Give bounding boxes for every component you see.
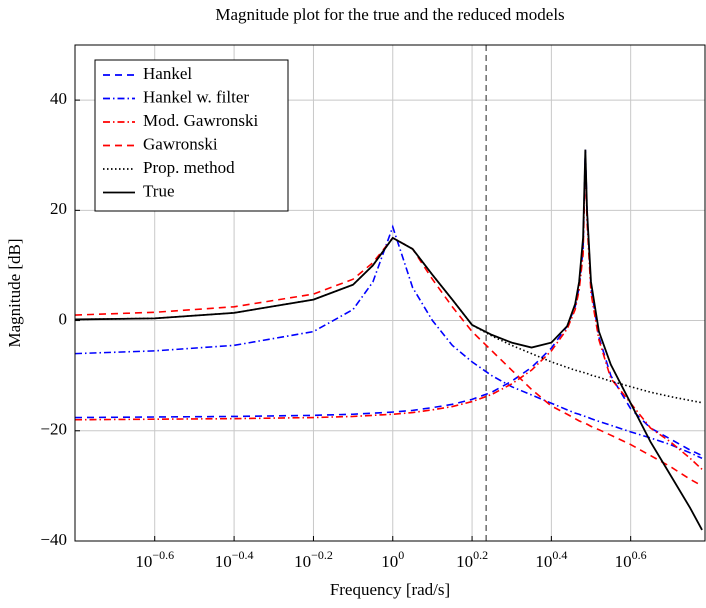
series-line: [75, 160, 703, 470]
x-tick-exponent: 0.6: [632, 548, 647, 562]
y-axis-label: Magnitude [dB]: [5, 238, 24, 347]
x-tick-label: 10−0.4: [215, 548, 254, 571]
legend-label: Hankel: [143, 64, 192, 83]
series-line: [75, 149, 703, 457]
y-tick-label: −40: [40, 530, 67, 549]
x-tick-label: 100.4: [535, 548, 567, 571]
x-tick-label: 100.6: [615, 548, 647, 571]
x-tick-base: 10: [215, 552, 232, 571]
x-tick-base: 10: [615, 552, 632, 571]
plot-frame: [74, 44, 706, 542]
y-tick-label: 0: [59, 309, 68, 328]
y-tick-label: 40: [50, 89, 67, 108]
x-tick-exponent: 0.4: [552, 548, 567, 562]
x-tick-exponent: −0.4: [232, 548, 254, 562]
x-tick-base: 10: [135, 552, 152, 571]
x-tick-exponent: 0: [398, 548, 404, 562]
x-tick-label: 10−0.2: [294, 548, 333, 571]
x-tick-exponent: 0.2: [473, 548, 488, 562]
legend-label: Hankel w. filter: [143, 87, 249, 106]
legend-box: [94, 59, 289, 212]
series-line: [75, 224, 703, 460]
legend-label: Mod. Gawronski: [143, 111, 258, 130]
y-tick-label: 20: [50, 199, 67, 218]
x-tick-exponent: −0.2: [311, 548, 333, 562]
legend-label: Gawronski: [143, 134, 218, 153]
series-line: [75, 149, 703, 531]
x-tick-label: 100.2: [456, 548, 488, 571]
legend-label: True: [143, 181, 175, 200]
x-tick-base: 10: [381, 552, 398, 571]
chart-title: Magnitude plot for the true and the redu…: [215, 5, 564, 24]
x-axis-label: Frequency [rad/s]: [330, 580, 450, 599]
x-tick-exponent: −0.6: [152, 548, 174, 562]
y-tick-label: −20: [40, 420, 67, 439]
legend-label: Prop. method: [143, 158, 235, 177]
x-tick-base: 10: [294, 552, 311, 571]
x-tick-base: 10: [535, 552, 552, 571]
x-tick-label: 10−0.6: [135, 548, 174, 571]
series-line: [75, 236, 703, 487]
x-tick-label: 100: [381, 548, 404, 571]
x-tick-base: 10: [456, 552, 473, 571]
